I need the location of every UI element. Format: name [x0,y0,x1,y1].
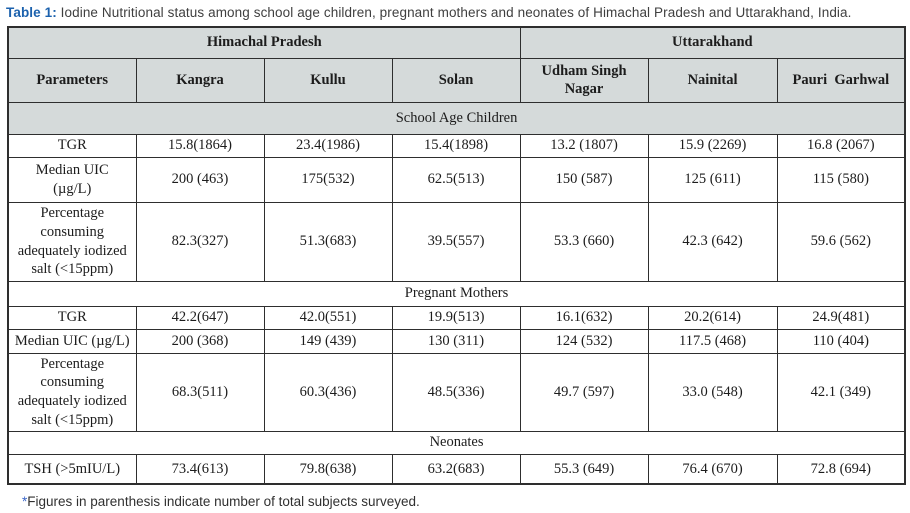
value-cell: 110 (404) [776,328,906,354]
param-cell-iodized-salt: Percentage consuming adequately iodized … [7,352,137,432]
value-cell: 60.3(436) [263,352,393,432]
value-cell: 39.5(557) [391,201,521,282]
value-cell: 68.3(511) [135,352,265,432]
column-header-kullu: Kullu [263,57,393,103]
value-cell: 42.1 (349) [776,352,906,432]
value-cell: 13.2 (1807) [519,133,649,158]
value-cell: 115 (580) [776,156,906,203]
value-cell: 15.4(1898) [391,133,521,158]
footnote-asterisk: * [22,494,28,510]
value-cell: 23.4(1986) [263,133,393,158]
table-caption-label: Table 1: [6,5,57,20]
value-cell: 200 (368) [135,328,265,354]
value-cell: 59.6 (562) [776,201,906,282]
value-cell: 125 (611) [647,156,778,203]
value-cell: 42.0(551) [263,305,393,330]
value-cell: 33.0 (548) [647,352,778,432]
section-header-row: School Age Children [7,101,906,135]
value-cell: 19.9(513) [391,305,521,330]
value-cell: 15.8(1864) [135,133,265,158]
value-cell: 48.5(336) [391,352,521,432]
value-cell: 53.3 (660) [519,201,649,282]
section-header-row: Pregnant Mothers [7,280,906,307]
param-cell-median-uic: Median UIC (µg/L) [7,156,137,203]
value-cell: 16.8 (2067) [776,133,906,158]
section-header-row: Neonates [7,430,906,455]
value-cell: 150 (587) [519,156,649,203]
table-row: Percentage consuming adequately iodized … [7,201,906,282]
column-header-nainital: Nainital [647,57,778,103]
table-row: TSH (>5mIU/L) 73.4(613) 79.8(638) 63.2(6… [7,453,906,485]
value-cell: 200 (463) [135,156,265,203]
section-header-pregnant-mothers: Pregnant Mothers [7,280,906,307]
param-cell-median-uic: Median UIC (µg/L) [7,328,137,354]
value-cell: 20.2(614) [647,305,778,330]
footnote-text: Figures in parenthesis indicate number o… [27,494,420,510]
param-cell-iodized-salt: Percentage consuming adequately iodized … [7,201,137,282]
table-row: Median UIC (µg/L) 200 (368) 149 (439) 13… [7,328,906,354]
value-cell: 79.8(638) [263,453,393,485]
column-header-udham-singh-nagar: Udham Singh Nagar [519,57,649,103]
column-header-row: Parameters Kangra Kullu Solan Udham Sing… [7,57,906,103]
value-cell: 73.4(613) [135,453,265,485]
value-cell: 72.8 (694) [776,453,906,485]
value-cell: 16.1(632) [519,305,649,330]
value-cell: 130 (311) [391,328,521,354]
footnote: *Figures in parenthesis indicate number … [22,494,910,509]
region-header-himachal-pradesh: Himachal Pradesh [7,26,521,59]
value-cell: 175(532) [263,156,393,203]
value-cell: 117.5 (468) [647,328,778,354]
value-cell: 42.3 (642) [647,201,778,282]
column-header-kangra: Kangra [135,57,265,103]
value-cell: 49.7 (597) [519,352,649,432]
region-header-row: Himachal Pradesh Uttarakhand [7,26,906,59]
table-caption-text: Iodine Nutritional status among school a… [56,5,852,20]
table-row: TGR 15.8(1864) 23.4(1986) 15.4(1898) 13.… [7,133,906,158]
value-cell: 63.2(683) [391,453,521,485]
value-cell: 76.4 (670) [647,453,778,485]
section-header-neonates: Neonates [7,430,906,455]
param-cell-tgr: TGR [7,133,137,158]
table-caption: Table 1: Iodine Nutritional status among… [0,0,910,26]
param-cell-tgr: TGR [7,305,137,330]
value-cell: 51.3(683) [263,201,393,282]
param-cell-tsh: TSH (>5mIU/L) [7,453,137,485]
section-header-school-age-children: School Age Children [7,101,906,135]
column-header-parameters: Parameters [7,57,137,103]
table-row: Percentage consuming adequately iodized … [7,352,906,432]
value-cell: 149 (439) [263,328,393,354]
value-cell: 82.3(327) [135,201,265,282]
region-header-uttarakhand: Uttarakhand [519,26,906,59]
iodine-status-table: Himachal Pradesh Uttarakhand Parameters … [7,26,907,486]
table-row: Median UIC (µg/L) 200 (463) 175(532) 62.… [7,156,906,203]
value-cell: 55.3 (649) [519,453,649,485]
column-header-pauri-garhwal: Pauri Garhwal [776,57,906,103]
value-cell: 42.2(647) [135,305,265,330]
value-cell: 15.9 (2269) [647,133,778,158]
column-header-solan: Solan [391,57,521,103]
value-cell: 62.5(513) [391,156,521,203]
value-cell: 124 (532) [519,328,649,354]
table-row: TGR 42.2(647) 42.0(551) 19.9(513) 16.1(6… [7,305,906,330]
value-cell: 24.9(481) [776,305,906,330]
